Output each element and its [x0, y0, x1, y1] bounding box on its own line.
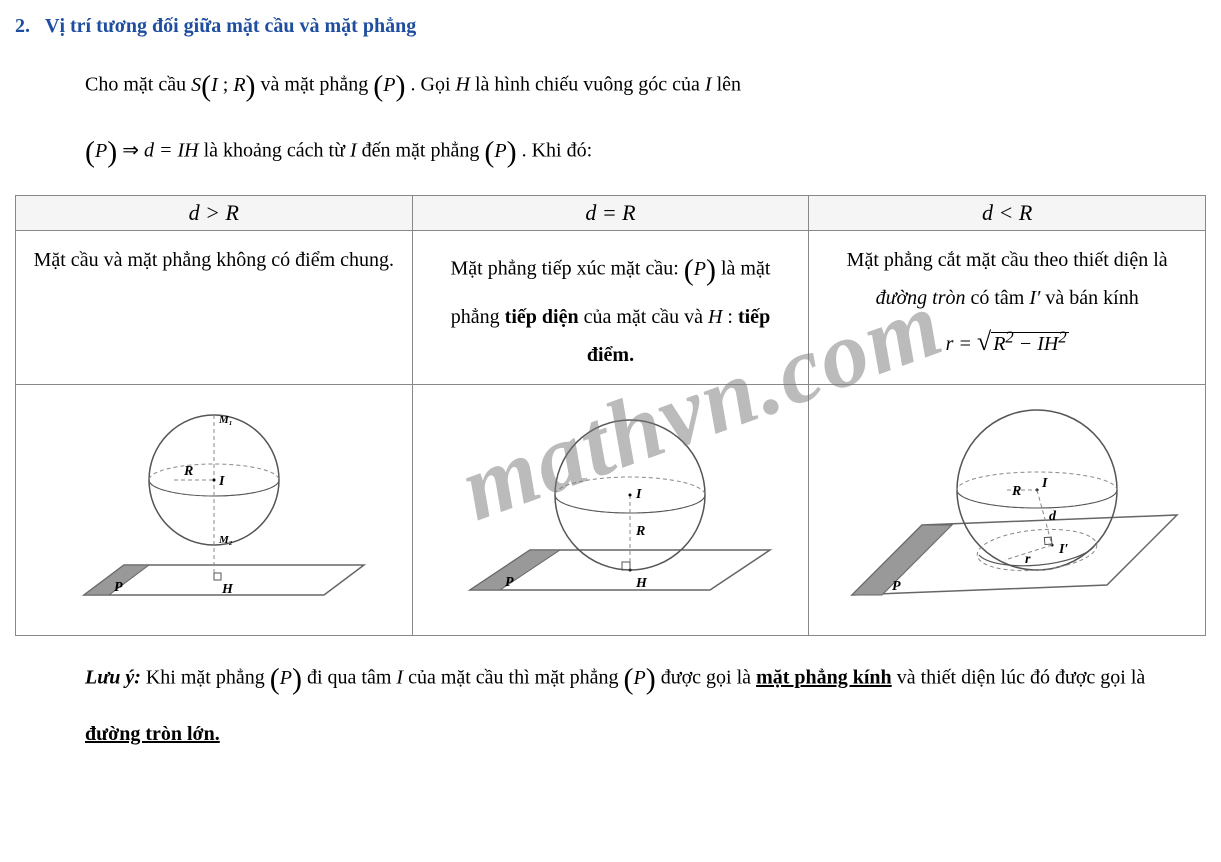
cell-text: và bán kính	[1045, 287, 1138, 309]
cell-h: H	[708, 306, 722, 328]
intro-math-dih: d = IH	[144, 140, 199, 162]
note-u1: mặt phẳng kính	[756, 667, 892, 689]
cell-text: của mặt cầu và	[584, 306, 708, 328]
svg-text:R: R	[183, 464, 193, 479]
sphere-plane-separate-icon: P M₁ M₂ R I H	[44, 395, 384, 625]
intro-text: là khoảng cách từ	[204, 140, 350, 162]
note-text: Khi mặt phẳng	[146, 667, 270, 689]
svg-text:I′: I′	[1058, 542, 1068, 557]
section-title: Vị trí tương đối giữa mặt cầu và mặt phẳ…	[45, 15, 416, 37]
intro-i: I	[705, 74, 712, 96]
cell-bold: tiếp diện	[505, 306, 579, 328]
intro-math-p2: (P)	[85, 140, 117, 162]
header-d-lt-r: d < R	[809, 196, 1206, 231]
intro-arrow: ⇒	[122, 140, 144, 162]
intro-content: Cho mặt cầu S(I ; R) và mặt phẳng (P) . …	[15, 53, 1206, 185]
svg-text:R: R	[635, 524, 645, 539]
intro-text: Cho mặt cầu	[85, 74, 191, 96]
cell-no-common: Mặt cầu và mặt phẳng không có điểm chung…	[16, 231, 413, 385]
formula-lhs: r	[946, 333, 954, 355]
note-math-p: (P)	[270, 667, 302, 689]
header-d-eq-r: d = R	[412, 196, 809, 231]
svg-text:M₁: M₁	[218, 414, 233, 426]
intro-h: H	[456, 74, 470, 96]
svg-text:I: I	[1041, 476, 1048, 491]
note-u2: đường tròn lớn.	[85, 723, 220, 745]
sphere-plane-intersect-icon: P I R d I′ r	[827, 395, 1187, 625]
intro-math-p: (P)	[373, 74, 405, 96]
section-number: 2.	[15, 15, 30, 38]
cell-iprime: I′	[1029, 287, 1040, 309]
position-table: d > R d = R d < R Mặt cầu và mặt phẳng k…	[15, 195, 1206, 636]
figure-tangent: P I R H	[412, 385, 809, 636]
intro-math-p3: (P)	[484, 140, 516, 162]
cell-text: có tâm	[971, 287, 1030, 309]
intro-text: là hình chiếu vuông góc của	[475, 74, 705, 96]
section-header: 2. Vị trí tương đối giữa mặt cầu và mặt …	[15, 15, 1206, 38]
cell-math-p: (P)	[684, 258, 716, 280]
note-math-p2: (P)	[624, 667, 656, 689]
intro-text: và mặt phẳng	[261, 74, 374, 96]
figure-intersect: P I R d I′ r	[809, 385, 1206, 636]
sphere-plane-tangent-icon: P I R H	[440, 395, 780, 625]
note-label: Lưu ý:	[85, 667, 141, 689]
intro-text: . Gọi	[411, 74, 456, 96]
intro-text: lên	[717, 74, 741, 96]
figure-no-common: P M₁ M₂ R I H	[16, 385, 413, 636]
intro-i2: I	[350, 140, 357, 162]
svg-text:H: H	[221, 582, 234, 597]
note-text: được gọi là	[661, 667, 756, 689]
cell-text: Mặt cầu và mặt phẳng không có điểm chung…	[34, 249, 394, 271]
note: Lưu ý: Khi mặt phẳng (P) đi qua tâm I củ…	[15, 646, 1206, 756]
sqrt-icon: √	[977, 327, 991, 356]
intro-math-sir: S(I ; R)	[191, 74, 255, 96]
note-text: của mặt cầu thì mặt phẳng	[408, 667, 623, 689]
svg-text:r: r	[1025, 552, 1031, 567]
cell-text: :	[727, 306, 738, 328]
svg-text:H: H	[635, 576, 648, 591]
cell-text: Mặt phẳng cắt mặt cầu theo thiết diện là	[847, 249, 1168, 271]
note-text: và thiết diện lúc đó được gọi là	[897, 667, 1146, 689]
intro-text: . Khi đó:	[522, 140, 593, 162]
cell-intersect: Mặt phẳng cắt mặt cầu theo thiết diện là…	[809, 231, 1206, 385]
cell-formula: r = √R2 − IH2	[946, 333, 1069, 355]
svg-text:M₂: M₂	[218, 534, 233, 546]
svg-text:P: P	[505, 575, 514, 590]
svg-text:P: P	[892, 579, 901, 594]
note-text: đi qua tâm	[307, 667, 396, 689]
cell-tangent: Mặt phẳng tiếp xúc mặt cầu: (P) là mặt p…	[412, 231, 809, 385]
cell-text: Mặt phẳng tiếp xúc mặt cầu:	[451, 258, 684, 280]
intro-text: đến mặt phẳng	[362, 140, 485, 162]
cell-it: đường tròn	[876, 287, 966, 309]
svg-text:P: P	[114, 580, 123, 595]
svg-text:I: I	[218, 474, 225, 489]
sqrt-body: R2 − IH2	[991, 332, 1068, 355]
header-d-gt-r: d > R	[16, 196, 413, 231]
svg-text:d: d	[1049, 509, 1057, 524]
note-i: I	[396, 667, 403, 689]
svg-text:R: R	[1011, 484, 1021, 499]
svg-text:I: I	[635, 487, 642, 502]
